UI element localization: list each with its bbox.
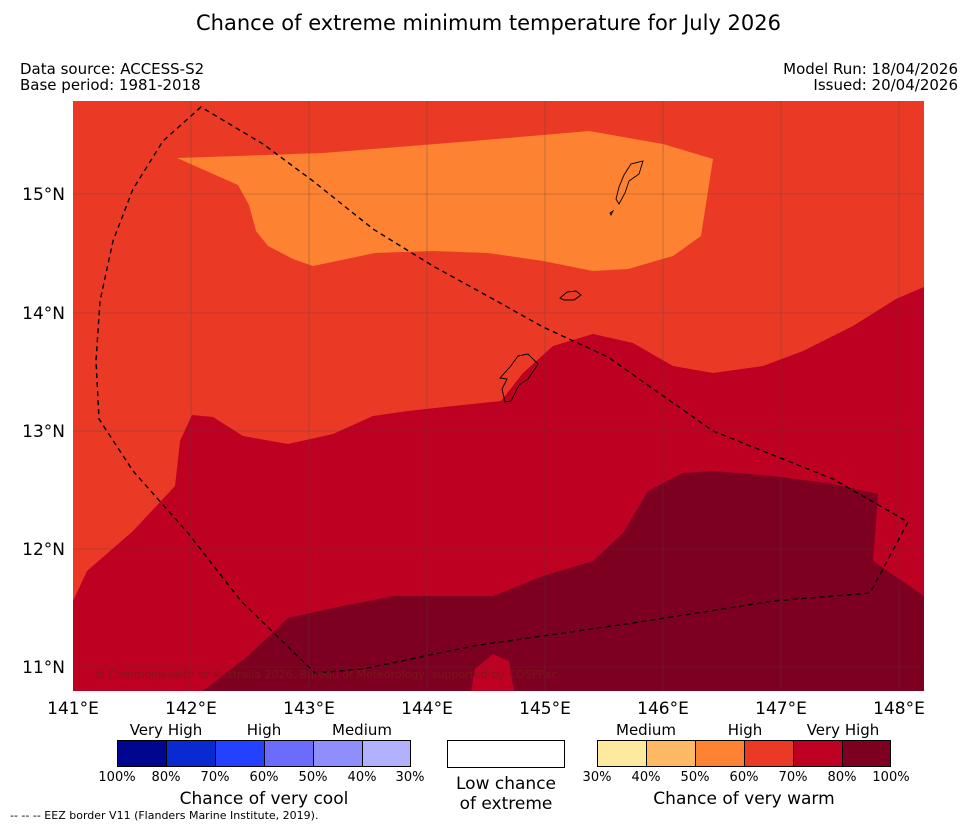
warm-pct-30: 30% [582, 770, 612, 785]
low-chance-swatch [447, 740, 565, 768]
low-chance-line1: Low chance [456, 774, 556, 794]
warm-pct-100: 100% [872, 770, 910, 785]
copyright-notice: © Commonwealth of Australia 2026, Bureau… [94, 668, 558, 681]
warm-pct-50: 50% [680, 770, 710, 785]
warm-cat-medium: Medium [616, 721, 676, 739]
warm-swatch-30-40 [597, 740, 647, 767]
warm-swatch-50-60 [695, 740, 745, 767]
data-source: Data source: ACCESS-S2 [20, 60, 205, 78]
cool-pct-40: 40% [347, 770, 377, 785]
warm-swatch-70-80 [793, 740, 843, 767]
cool-swatch-100-80 [117, 740, 167, 767]
temperature-map [73, 101, 924, 691]
region-40-50 [177, 131, 713, 271]
meta-right: Model Run: 18/04/2026 Issued: 20/04/2026 [783, 61, 958, 93]
warm-cat-very-high: Very High [806, 721, 880, 739]
cool-cat-very-high: Very High [129, 721, 203, 739]
lat-label-12n: 12°N [22, 540, 65, 560]
base-period: Base period: 1981-2018 [20, 76, 201, 94]
cool-swatch-60-50 [264, 740, 314, 767]
cool-legend-title: Chance of very cool [179, 789, 349, 809]
cool-cat-high: High [246, 721, 282, 739]
warm-pct-70: 70% [778, 770, 808, 785]
island-saipan [615, 160, 644, 205]
warm-swatch-80-100 [842, 740, 891, 767]
lat-label-14n: 14°N [22, 304, 65, 324]
meta-left: Data source: ACCESS-S2 Base period: 1981… [20, 61, 204, 93]
cool-pct-60: 60% [249, 770, 279, 785]
cool-pct-100: 100% [98, 770, 136, 785]
cool-pct-30: 30% [395, 770, 425, 785]
cool-swatch-40-30 [362, 740, 411, 767]
cool-pct-70: 70% [200, 770, 230, 785]
islands [499, 160, 644, 403]
region-60-70-pocket [471, 654, 514, 691]
warm-swatch-40-50 [646, 740, 696, 767]
warm-pct-40: 40% [631, 770, 661, 785]
lat-label-15n: 15°N [22, 185, 65, 205]
lon-label-144e: 144°E [401, 699, 453, 719]
island-small [609, 209, 615, 217]
warm-swatch-60-70 [744, 740, 794, 767]
cool-cat-medium: Medium [332, 721, 392, 739]
lon-label-146e: 146°E [637, 699, 689, 719]
warm-pct-80: 80% [827, 770, 857, 785]
cool-swatch-70-60 [215, 740, 265, 767]
model-run: Model Run: 18/04/2026 [783, 60, 958, 78]
eez-border [95, 106, 909, 674]
region-70-80 [203, 471, 924, 691]
lat-label-11n: 11°N [22, 658, 65, 678]
cool-pct-50: 50% [298, 770, 328, 785]
cool-swatch-50-40 [313, 740, 363, 767]
lon-label-145e: 145°E [519, 699, 571, 719]
island-guam [499, 353, 539, 403]
cool-swatch-80-70 [166, 740, 216, 767]
warm-cat-high: High [727, 721, 763, 739]
low-chance-line2: of extreme [459, 794, 553, 814]
cool-pct-80: 80% [151, 770, 181, 785]
eez-footnote: -- -- -- EEZ border V11 (Flanders Marine… [10, 809, 319, 822]
lon-label-141e: 141°E [47, 699, 99, 719]
lon-label-143e: 143°E [283, 699, 335, 719]
chart-title: Chance of extreme minimum temperature fo… [195, 11, 781, 35]
low-chance-label: Low chance of extreme [456, 774, 556, 814]
warm-legend-title: Chance of very warm [653, 789, 835, 809]
lon-label-147e: 147°E [755, 699, 807, 719]
lon-label-148e: 148°E [873, 699, 925, 719]
island-rota [559, 290, 582, 301]
issued-date: Issued: 20/04/2026 [813, 76, 958, 94]
lat-label-13n: 13°N [22, 422, 65, 442]
warm-pct-60: 60% [729, 770, 759, 785]
lon-label-142e: 142°E [165, 699, 217, 719]
